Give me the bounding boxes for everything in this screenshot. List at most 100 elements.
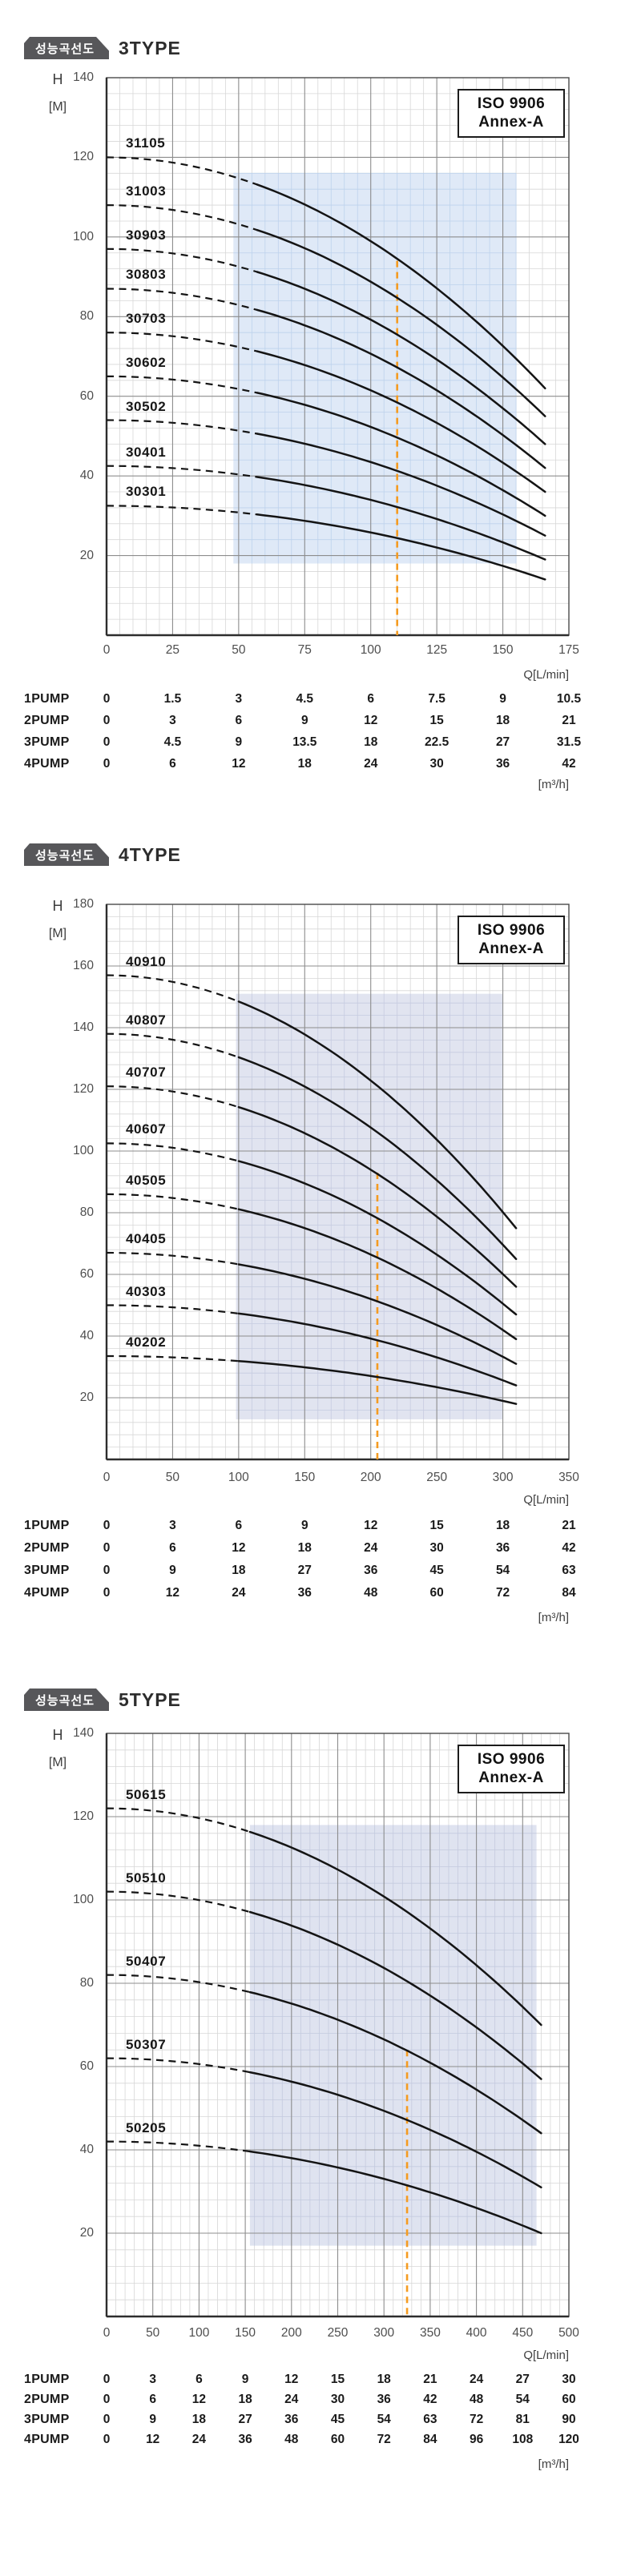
x-axis-unit: Q[L/min] (523, 1493, 569, 1507)
curve-label-40202: 40202 (126, 1334, 167, 1350)
table-cell: 18 (377, 2373, 391, 2386)
curve-30602-solid (256, 392, 546, 517)
iso-9906-annex-a-badge: ISO 9906 Annex-A (458, 89, 565, 138)
x-tick-label: 500 (558, 2326, 579, 2340)
table-cell: 12 (146, 2433, 160, 2446)
table-row-label-3pump: 3PUMP (24, 1564, 70, 1577)
table-cell: 12 (232, 1541, 246, 1555)
curve-30703-dashed (106, 332, 258, 352)
x-tick-label: 0 (103, 1471, 111, 1484)
table-cell: 54 (515, 2393, 530, 2406)
section-title-5type: 5TYPE (119, 1688, 181, 1710)
table-unit: [m³/h] (538, 2457, 569, 2471)
table-cell: 10.5 (556, 692, 582, 706)
table-cell: 18 (297, 757, 312, 771)
table-cell: 72 (469, 2413, 484, 2426)
table-cell: 21 (423, 2373, 437, 2386)
table-row-label-2pump: 2PUMP (24, 714, 70, 727)
table-cell: 9 (300, 1519, 308, 1532)
table-cell: 6 (235, 1519, 243, 1532)
curve-label-40505: 40505 (126, 1172, 167, 1188)
table-cell: 1.5 (163, 692, 182, 706)
table-cell: 18 (191, 2413, 207, 2426)
table-row-label-4pump: 4PUMP (24, 757, 70, 771)
x-tick-label: 75 (297, 643, 312, 657)
table-cell: 30 (330, 2393, 345, 2406)
table-row-label-1pump: 1PUMP (24, 692, 70, 706)
table-cell: 3 (149, 2373, 156, 2386)
table-cell: 0 (103, 714, 111, 727)
table-cell: 0 (103, 2433, 111, 2446)
curve-40405-dashed (106, 1251, 240, 1266)
y-tick-label: 120 (73, 1809, 94, 1823)
badge-label: 성능곡선도 (35, 42, 95, 56)
x-tick-label: 450 (512, 2326, 534, 2340)
curve-50307-dashed (106, 2057, 251, 2074)
table-cell: 48 (469, 2393, 484, 2406)
y-tick-label: 140 (73, 1020, 94, 1034)
table-cell: 0 (103, 2393, 111, 2406)
table-cell: 81 (515, 2413, 530, 2426)
curve-50510-solid (248, 1910, 542, 2080)
table-cell: 30 (429, 757, 444, 771)
y-tick-label: 100 (73, 1144, 94, 1157)
curve-50205-solid (248, 2150, 542, 2235)
y-axis-title: H [M] (35, 1727, 80, 1770)
x-tick-label: 250 (327, 2326, 349, 2340)
y-axis-unit: [M] (48, 1756, 67, 1769)
iso-line-1: ISO 9906 (477, 922, 546, 940)
table-cell: 12 (364, 714, 378, 727)
table-cell: 60 (562, 2393, 576, 2406)
curve-40707-dashed (106, 1085, 240, 1109)
table-cell: 42 (562, 757, 576, 771)
x-tick-label: 250 (426, 1471, 448, 1484)
curve-40910-solid (237, 1000, 518, 1230)
curve-40303-solid (237, 1312, 518, 1387)
table-cell: 6 (149, 2393, 156, 2406)
curve-30502-solid (256, 433, 546, 537)
table-cell: 4.5 (296, 692, 314, 706)
curve-40707-solid (237, 1105, 518, 1288)
table-cell: 63 (423, 2413, 437, 2426)
table-cell: 96 (469, 2433, 484, 2446)
table-cell: 36 (297, 1586, 312, 1600)
table-cell: 6 (169, 1541, 176, 1555)
x-tick-label: 200 (280, 2326, 302, 2340)
y-tick-label: 80 (79, 1205, 94, 1219)
curve-40303-dashed (107, 1304, 240, 1314)
curve-40505-dashed (106, 1193, 240, 1210)
table-cell: 24 (232, 1586, 246, 1600)
section-header-5type: 성능곡선도 5TYPE (24, 1688, 181, 1711)
curve-30301-dashed (106, 505, 258, 516)
section-header-3type: 성능곡선도 3TYPE (24, 37, 181, 59)
table-cell: 9 (499, 692, 506, 706)
curve-30401-dashed (106, 465, 258, 478)
y-tick-label: 40 (79, 469, 94, 483)
y-axis-symbol: H (52, 1727, 63, 1743)
curve-label-40807: 40807 (126, 1012, 167, 1028)
iso-line-2: Annex-A (478, 1769, 544, 1786)
table-cell: 27 (238, 2413, 252, 2426)
table-cell: 18 (297, 1541, 312, 1555)
curve-label-40707: 40707 (126, 1065, 167, 1081)
table-cell: 24 (191, 2433, 207, 2446)
x-tick-label: 100 (360, 643, 381, 657)
curve-label-40405: 40405 (126, 1231, 167, 1247)
table-cell: 84 (562, 1586, 576, 1600)
table-row-label-4pump: 4PUMP (24, 2433, 70, 2446)
table-cell: 24 (284, 2393, 299, 2406)
x-tick-label: 150 (492, 643, 514, 657)
curve-label-30903: 30903 (126, 227, 167, 243)
curve-label-50205: 50205 (126, 2119, 167, 2135)
recommended-operating-band (233, 173, 517, 564)
x-tick-label: 50 (146, 2326, 160, 2340)
curve-40202-solid (237, 1359, 518, 1405)
table-row-label-3pump: 3PUMP (24, 735, 70, 749)
table-cell: 42 (423, 2393, 437, 2406)
y-axis-symbol: H (52, 898, 63, 914)
curve-40202-dashed (107, 1354, 239, 1362)
curve-30703-solid (256, 350, 546, 493)
table-cell: 36 (377, 2393, 391, 2406)
curve-50615-dashed (106, 1807, 251, 1833)
